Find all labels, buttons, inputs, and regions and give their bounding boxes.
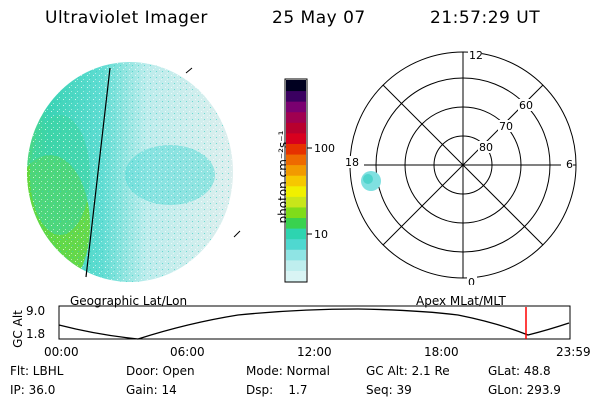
info-dsp: Dsp: 1.7 (246, 383, 308, 397)
info-ip: IP: 36.0 (10, 383, 56, 397)
time-label: 21:57:29 UT (430, 8, 541, 28)
colorbar-cell (286, 80, 306, 92)
colorbar-cell (286, 196, 306, 208)
gc-alt-axis-label: GC Alt (11, 310, 25, 348)
colorbar-cell (286, 132, 306, 144)
info-flt: Flt: LBHL (10, 364, 64, 378)
edge-tick-top (185, 67, 193, 74)
mlt-label-18: 18 (345, 156, 359, 169)
x-tick-1800: 18:00 (424, 345, 459, 359)
colorbar-cell (286, 90, 306, 102)
y-tick-1-8: 1.8 (26, 327, 46, 341)
apex-label: Apex MLat/MLT (416, 294, 506, 308)
colorbar-cell (286, 217, 306, 229)
mlt-label-0: 0 (468, 276, 475, 285)
colorbar-tick-100: 100 (314, 142, 335, 155)
x-tick-0000: 00:00 (44, 345, 79, 359)
colorbar-cell (286, 154, 306, 166)
colorbar-cell (286, 238, 306, 250)
info-door: Door: Open (126, 364, 195, 378)
colorbar-cell (286, 206, 306, 219)
info-mode: Mode: Normal (246, 364, 330, 378)
info-gain: Gain: 14 (126, 383, 177, 397)
colorbar-cell (286, 122, 306, 134)
edge-tick-bottom (233, 230, 241, 238)
y-tick-9: 9.0 (26, 304, 46, 318)
x-tick-2359: 23:59 (556, 345, 591, 359)
lat-label-80: 80 (479, 141, 493, 154)
colorbar-cell (286, 249, 306, 261)
colorbar-cell (286, 270, 306, 282)
colorbar-cell (286, 143, 306, 155)
date-label: 25 May 07 (272, 8, 366, 28)
geographic-label: Geographic Lat/Lon (70, 294, 188, 308)
terminator-line (85, 67, 111, 278)
uv-image-panel (27, 62, 241, 282)
x-tick-0600: 06:00 (170, 345, 205, 359)
lat-label-70: 70 (499, 120, 513, 133)
info-glon: GLon: 293.9 (488, 383, 561, 397)
polar-mlt-plot: 12 6 0 18 80 70 60 (344, 49, 577, 285)
colorbar-cell (286, 164, 306, 176)
instrument-title: Ultraviolet Imager (45, 8, 208, 28)
colorbar-cell (286, 185, 306, 197)
orbit-timeline (58, 305, 571, 340)
info-gc-alt: GC Alt: 2.1 Re (366, 364, 450, 378)
colorbar-cell (286, 259, 306, 271)
colorbar-cell (286, 175, 306, 187)
colorbar-cell (286, 228, 306, 240)
colorbar-tick-10: 10 (314, 228, 328, 241)
mlt-label-12: 12 (469, 49, 483, 62)
lat-label-60: 60 (519, 99, 533, 112)
altitude-curve (58, 308, 570, 340)
info-glat: GLat: 48.8 (488, 364, 551, 378)
colorbar-cell (286, 111, 306, 123)
mlt-label-6: 6 (566, 158, 573, 171)
x-tick-1200: 12:00 (297, 345, 332, 359)
colorbar: 100 10 (284, 78, 335, 283)
info-seq: Seq: 39 (366, 383, 412, 397)
colorbar-cell (286, 101, 306, 113)
